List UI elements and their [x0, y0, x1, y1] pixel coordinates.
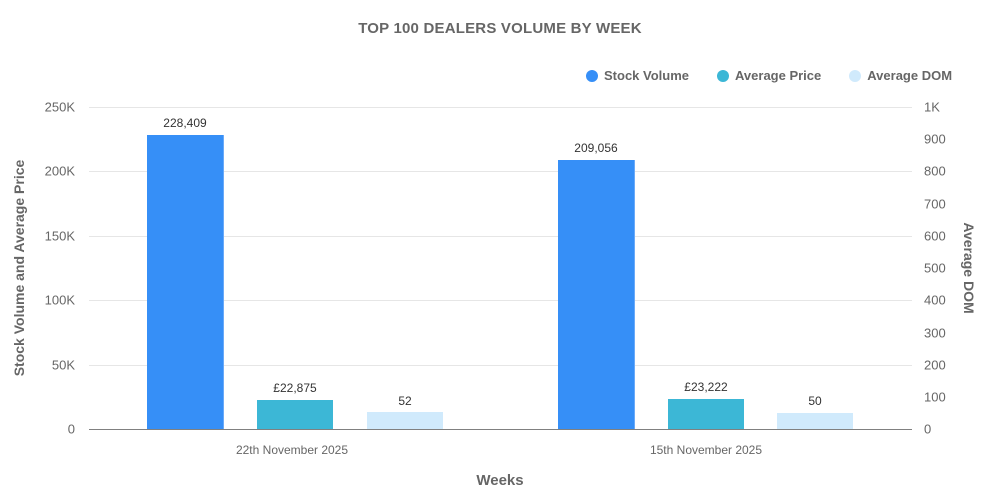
y-axis-title-right: Average DOM — [961, 222, 977, 314]
bar-average-dom-week2[interactable] — [777, 413, 853, 429]
y-tick-right: 300 — [924, 325, 946, 341]
y-tick-right: 700 — [924, 196, 946, 212]
gridline — [89, 300, 912, 301]
y-tick-right: 1K — [924, 99, 940, 115]
x-axis-line — [89, 429, 912, 430]
y-tick-left: 50K — [51, 357, 75, 373]
y-tick-left: 200K — [44, 163, 75, 179]
y-tick-left: 100K — [44, 292, 75, 308]
legend-item-average-dom[interactable]: Average DOM — [849, 68, 952, 83]
y-tick-right: 500 — [924, 260, 946, 276]
bar-average-price-week1[interactable] — [257, 400, 333, 429]
legend-label: Average DOM — [867, 68, 953, 83]
gridline — [89, 171, 912, 172]
average-dom-dot-icon — [849, 69, 862, 82]
x-tick-label: 22th November 2025 — [235, 443, 349, 457]
y-tick-right: 400 — [924, 292, 946, 308]
bar-average-dom-week1[interactable] — [367, 412, 443, 429]
y-tick-right: 900 — [924, 131, 946, 147]
data-label: £22,875 — [273, 381, 317, 395]
data-label: 52 — [398, 394, 412, 408]
gridline — [89, 365, 912, 366]
stock-volume-dot-icon — [586, 69, 598, 82]
y-tick-right: 100 — [924, 389, 946, 405]
gridline — [89, 236, 912, 237]
data-label: 209,056 — [574, 141, 618, 155]
legend-label: Average Price — [735, 68, 822, 83]
y-tick-right: 200 — [924, 357, 946, 373]
y-axis-title-left: Stock Volume and Average Price — [11, 159, 27, 377]
data-label: £23,222 — [684, 380, 728, 394]
bar-average-price-week2[interactable] — [668, 399, 744, 429]
legend: Stock Volume Average Price Average DOM — [586, 68, 952, 83]
y-tick-right: 800 — [924, 163, 946, 179]
y-tick-left: 250K — [44, 99, 75, 115]
legend-label: Stock Volume — [604, 68, 690, 83]
average-price-dot-icon — [717, 69, 730, 82]
y-tick-right: 0 — [924, 421, 932, 437]
legend-item-stock-volume[interactable]: Stock Volume — [586, 68, 689, 83]
bar-stock-volume-week1[interactable] — [147, 135, 224, 429]
data-label: 228,409 — [163, 116, 207, 130]
x-axis-title: Weeks — [476, 472, 524, 489]
bar-stock-volume-week2[interactable] — [558, 160, 635, 429]
data-label: 50 — [808, 394, 822, 408]
legend-item-average-price[interactable]: Average Price — [717, 68, 821, 83]
y-tick-left: 150K — [44, 228, 75, 244]
gridline — [89, 107, 912, 108]
x-tick-label: 15th November 2025 — [649, 443, 763, 457]
y-tick-right: 600 — [924, 228, 946, 244]
chart-title: TOP 100 DEALERS VOLUME BY WEEK — [358, 20, 642, 37]
y-tick-left: 0 — [67, 421, 75, 437]
